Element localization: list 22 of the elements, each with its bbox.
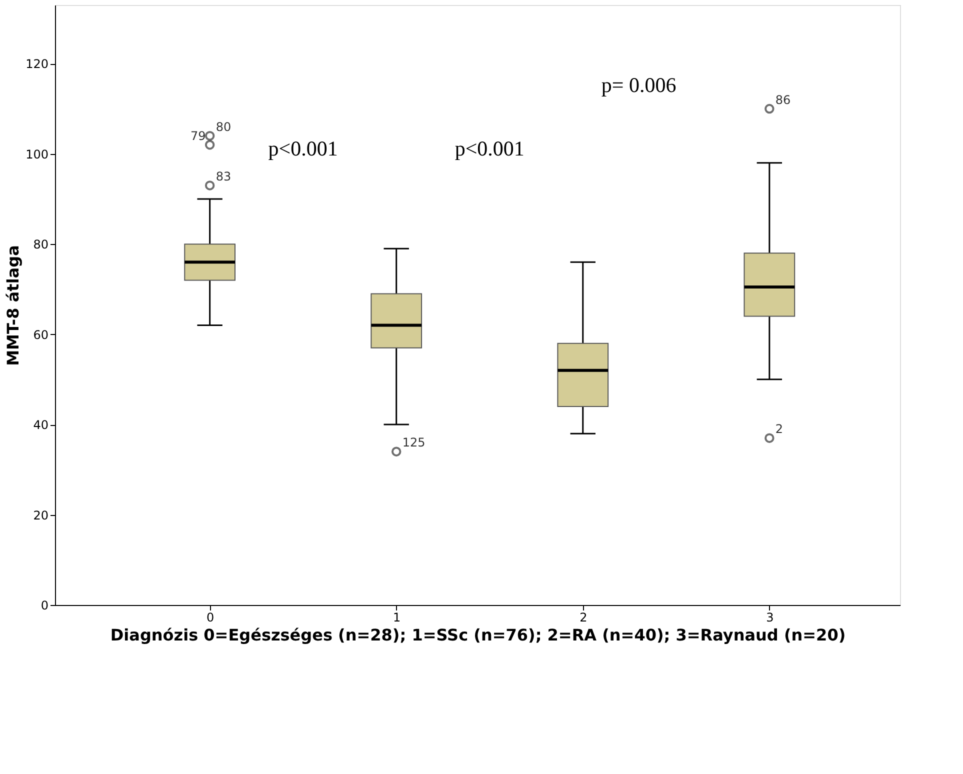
annotation: 83 <box>216 169 232 184</box>
annotation: p= 0.006 <box>601 73 676 98</box>
x-tick-label: 3 <box>766 610 774 624</box>
annotation: 79 <box>190 128 206 143</box>
annotation: 80 <box>216 120 232 134</box>
y-tick-label: 120 <box>26 57 48 72</box>
x-tick-label: 2 <box>580 610 588 624</box>
annotation: 125 <box>402 436 426 450</box>
annotation: 86 <box>775 92 791 107</box>
y-tick-label: 40 <box>33 418 48 432</box>
y-tick-label: 60 <box>33 328 48 342</box>
x-tick-label: 0 <box>206 610 214 624</box>
annotation: 2 <box>775 422 784 436</box>
y-tick-label: 80 <box>33 238 48 252</box>
annotation: p<0.001 <box>454 136 524 160</box>
x-axis-title: Diagnózis 0=Egészséges (n=28); 1=SSc (n=76); 2=RA (n=40); 3=Raynaud (n=20) <box>110 626 846 644</box>
y-axis-title: MMT-8 átlaga <box>4 245 23 366</box>
y-tick-label: 0 <box>40 598 48 612</box>
y-tick-label: 100 <box>26 147 48 162</box>
annotation: p<0.001 <box>268 136 338 160</box>
x-tick-label: 1 <box>393 610 401 624</box>
y-tick-label: 20 <box>33 508 48 522</box>
